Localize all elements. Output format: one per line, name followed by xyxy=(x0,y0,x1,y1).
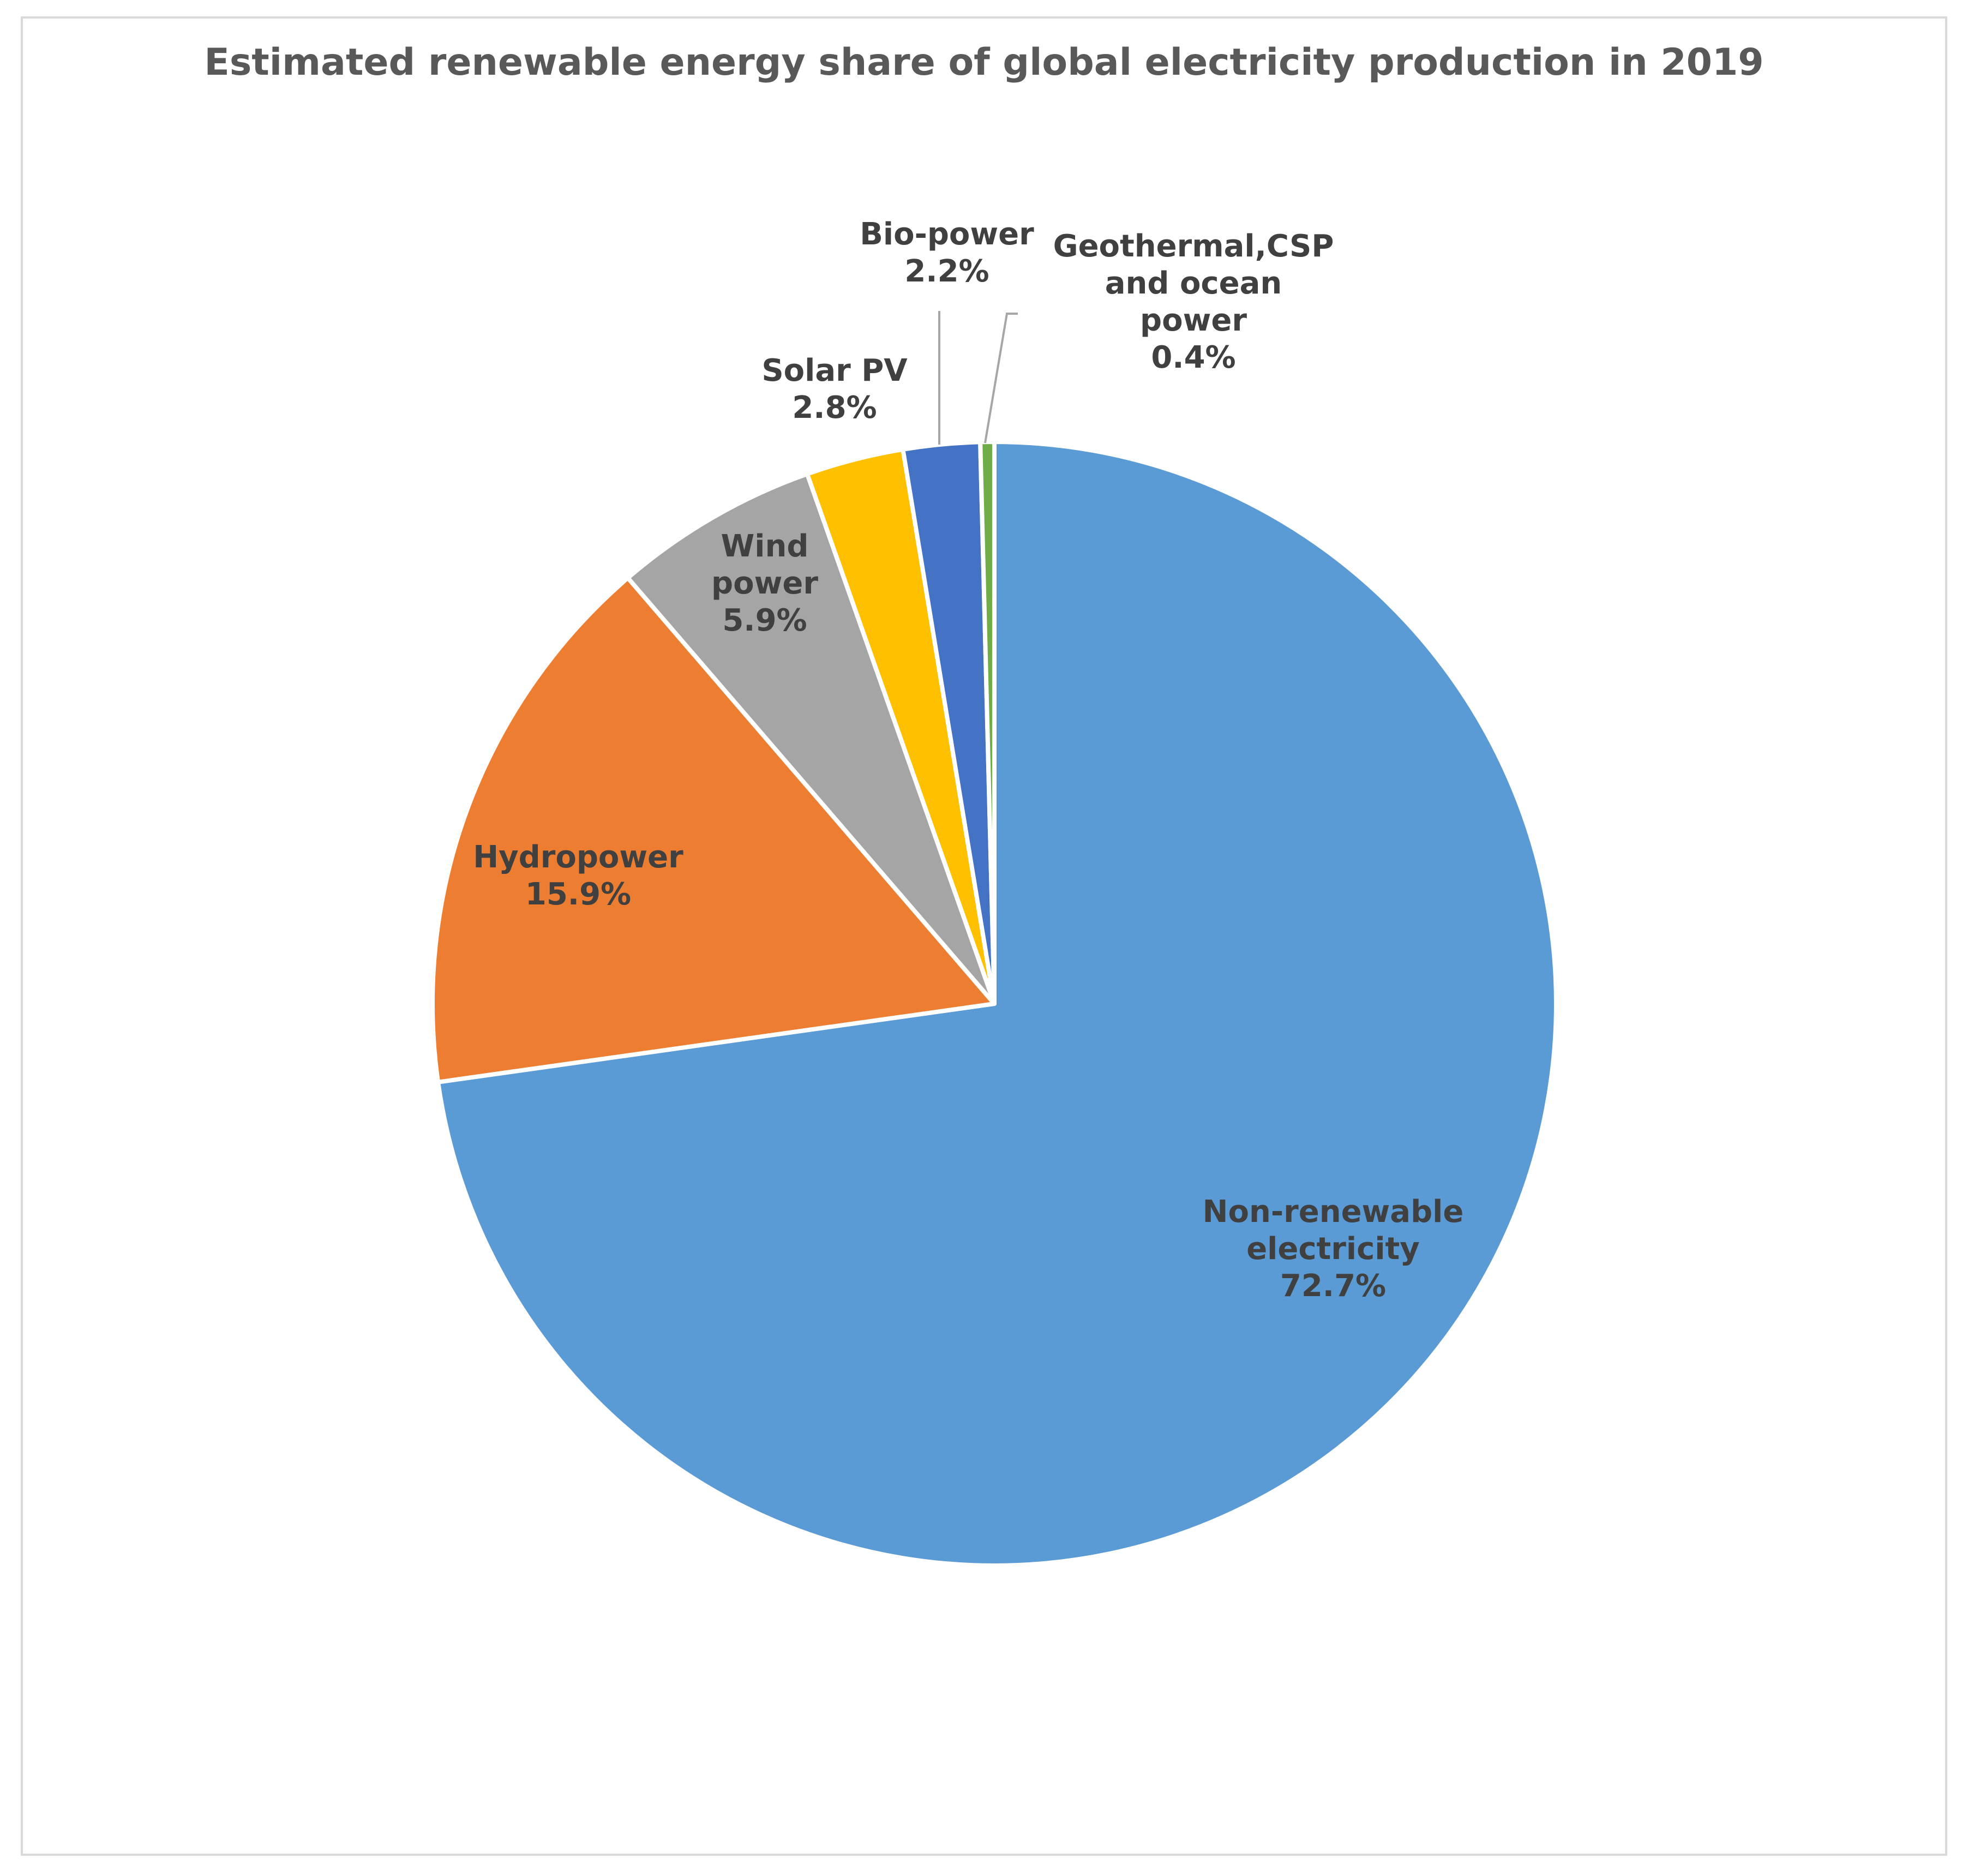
data-label-solar-pv: Solar PV 2.8% xyxy=(761,353,908,425)
data-label-non-renewable-electricity: Non-renewable electricity 72.7% xyxy=(1203,1194,1464,1304)
leader-line xyxy=(984,313,1018,443)
data-label-hydropower: Hydropower 15.9% xyxy=(473,840,683,912)
pie-slice-hydropower xyxy=(430,576,997,1084)
data-label-geothermal-csp-and-ocean-power: Geothermal,CSP and ocean power 0.4% xyxy=(1053,229,1334,375)
data-label-wind-power: Wind power 5.9% xyxy=(711,529,818,638)
pie-slice-non-renewable-electricity xyxy=(436,440,1558,1568)
chart-title: Estimated renewable energy share of glob… xyxy=(204,41,1764,84)
data-label-bio-power: Bio-power 2.2% xyxy=(860,217,1034,289)
pie-slice-wind-power xyxy=(626,471,997,1006)
pie-slice-geothermal-csp-and-ocean-power xyxy=(978,440,997,1006)
